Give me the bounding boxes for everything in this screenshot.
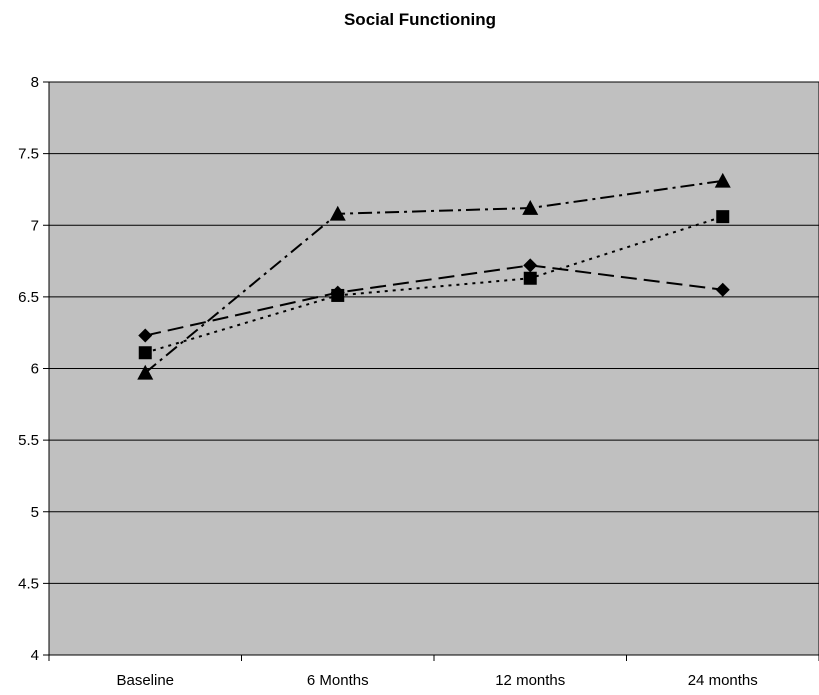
x-tick-label: 6 Months	[307, 672, 369, 689]
x-tick-label: Baseline	[116, 672, 174, 689]
y-tick-label: 4	[31, 647, 39, 664]
diamond-marker	[715, 282, 730, 297]
series-line-diamond	[145, 264, 723, 337]
y-tick-label: 5	[31, 504, 39, 521]
x-tick-label: 12 months	[495, 672, 565, 689]
square-marker	[523, 271, 537, 285]
triangle-marker	[137, 364, 154, 380]
square-marker	[331, 288, 345, 302]
square-marker	[138, 346, 152, 360]
diamond-marker	[138, 328, 153, 343]
chart-title: Social Functioning	[344, 10, 496, 29]
y-tick-label: 6	[31, 361, 39, 378]
x-tick-label: 24 months	[688, 672, 758, 689]
y-tick-label: 6.5	[18, 289, 39, 306]
diamond-marker	[523, 258, 538, 273]
y-tick-label: 7	[31, 217, 39, 234]
series-line-square	[144, 215, 724, 354]
y-tick-label: 7.5	[18, 146, 39, 163]
square-marker	[716, 210, 730, 224]
plot-area: 4 4.5 5 5.5 6 6.5 7 7.5 8 Baseline 6 Months 12 mont…	[18, 74, 819, 689]
triangle-marker	[714, 172, 731, 188]
triangle-marker	[522, 200, 539, 215]
y-tick-label: 5.5	[18, 432, 39, 449]
y-tick-label: 8	[31, 74, 39, 91]
y-tick-label: 4.5	[18, 575, 39, 592]
series-line-triangle	[144, 179, 723, 374]
triangle-marker	[329, 205, 346, 221]
